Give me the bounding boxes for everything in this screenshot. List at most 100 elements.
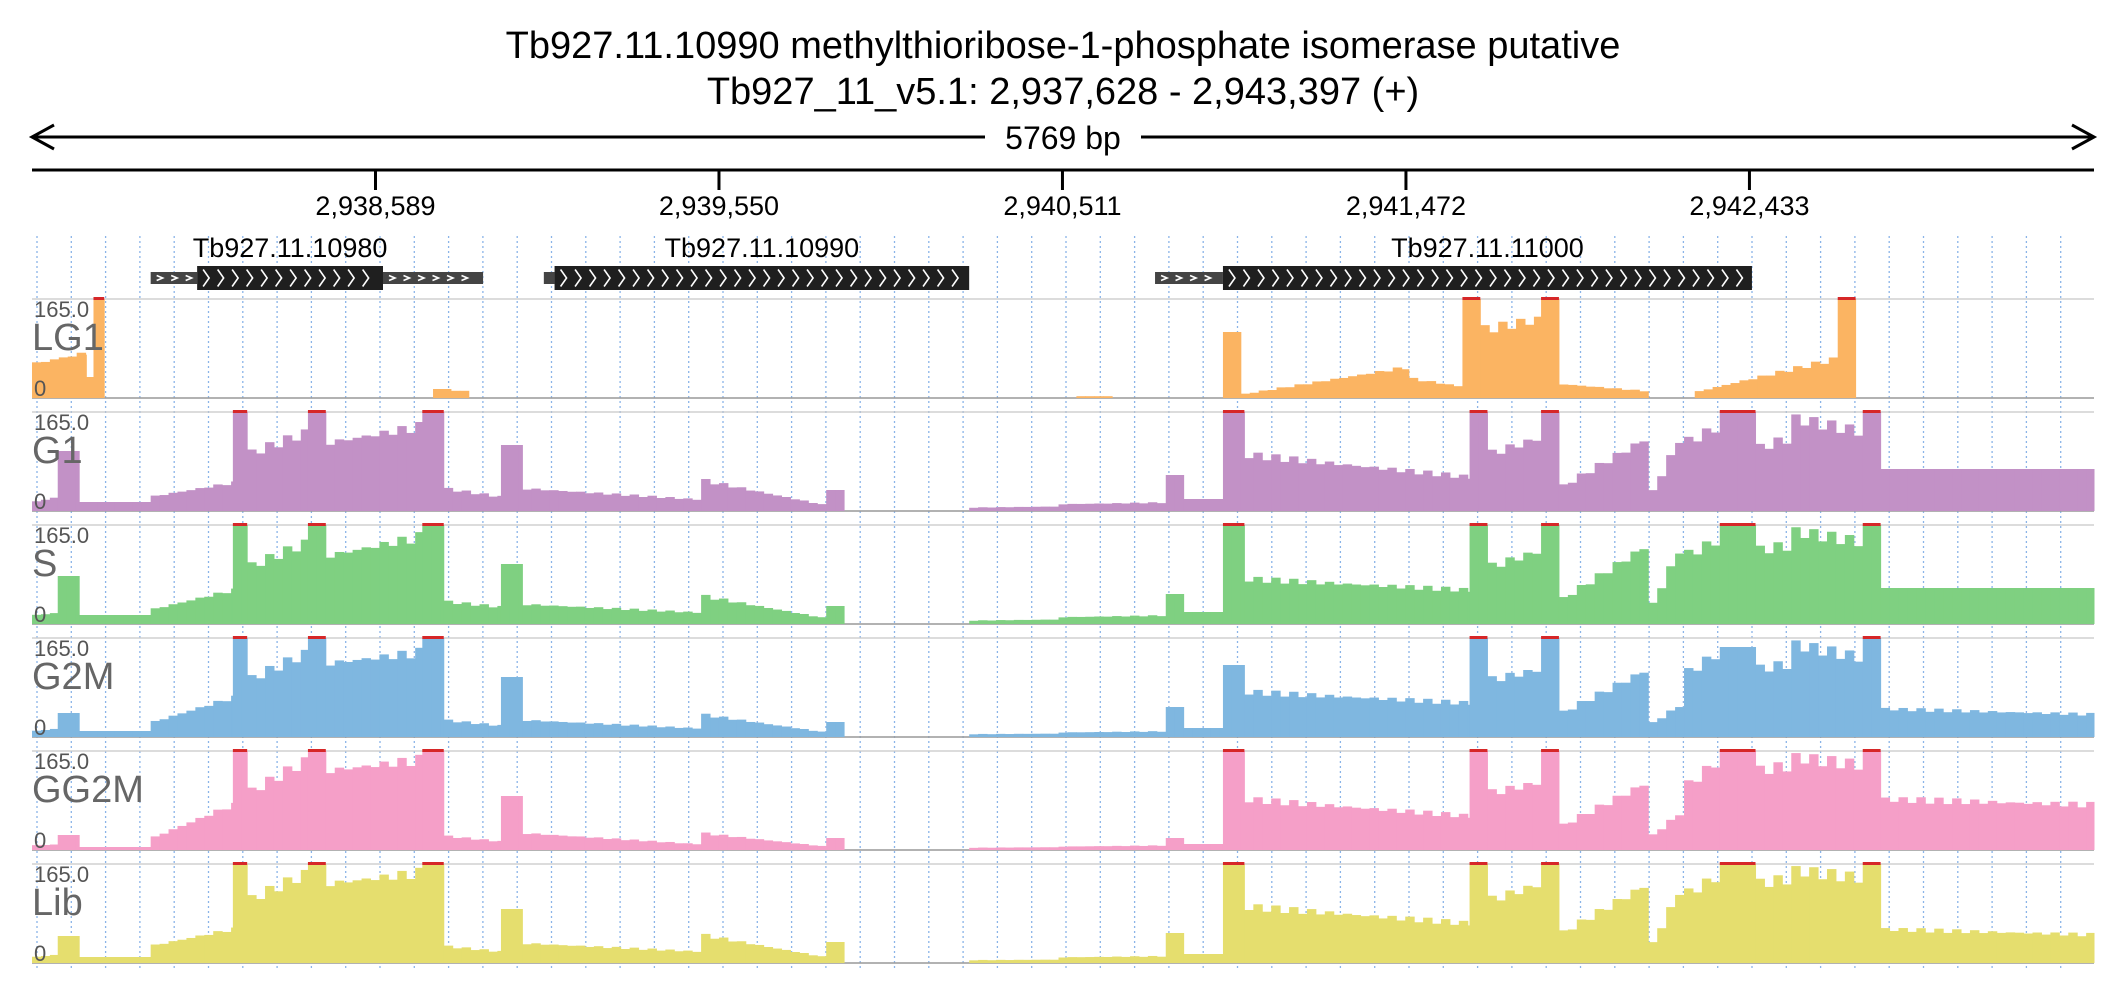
coverage-bar (647, 609, 657, 624)
coverage-bar (1085, 503, 1095, 511)
strand-arrow (1706, 269, 1715, 287)
gene-label[interactable]: Tb927.11.10980 (193, 233, 388, 263)
coverage-bar (256, 898, 266, 963)
coverage-bar (57, 713, 68, 737)
coverage-bar (1835, 544, 1846, 624)
coverage-bar (1719, 525, 1730, 624)
coverage-bar (1827, 756, 1837, 850)
coverage-bar (159, 833, 170, 850)
coverage-bar (1719, 751, 1730, 850)
coverage-bar (105, 957, 116, 963)
coverage-bar (683, 727, 693, 737)
coverage-bar (1103, 732, 1113, 737)
coverage-bar (2086, 932, 2095, 963)
coverage-bar (93, 299, 103, 398)
coverage-bar (1746, 525, 1757, 624)
coverage-bar (40, 956, 51, 963)
coverage-bar (602, 609, 613, 624)
coverage-bar (1737, 525, 1748, 624)
coverage-bar (1791, 640, 1801, 737)
coverage-bar (522, 944, 532, 963)
strand-arrow (922, 269, 931, 287)
coverage-bar (1612, 682, 1622, 737)
coverage-bar (1837, 299, 1848, 398)
coverage-bar (97, 731, 107, 737)
coverage-bar (647, 948, 657, 963)
coverage-bar (1315, 697, 1326, 737)
coverage-bar (443, 719, 454, 737)
clip-marker (1719, 862, 1756, 865)
coverage-bar (1342, 464, 1353, 511)
coverage-bar (2077, 469, 2087, 511)
coverage-bar (1594, 573, 1605, 624)
coverage-bar (1862, 638, 1873, 737)
coverage-bar (1800, 651, 1810, 737)
coverage-bar (1755, 765, 1765, 850)
coverage-bar (593, 837, 604, 850)
gene-label[interactable]: Tb927.11.10990 (665, 233, 860, 263)
gene-utr (1155, 272, 1223, 284)
coverage-bar (1183, 499, 1194, 511)
coverage-bar (1514, 894, 1524, 963)
coverage-bar (2068, 469, 2078, 511)
coverage-bar (431, 864, 441, 963)
coverage-bar (567, 491, 577, 511)
coverage-bar (1094, 616, 1104, 624)
coverage-bar (1333, 584, 1344, 624)
coverage-bar (549, 721, 559, 737)
coverage-bar (1871, 525, 1882, 624)
coverage-bar (1449, 704, 1460, 737)
coverage-bar (1306, 693, 1317, 737)
strand-arrow (1416, 269, 1425, 287)
coverage-bar (2032, 802, 2042, 850)
coverage-bar (1049, 959, 1060, 963)
coverage-bar (2032, 588, 2042, 624)
coverage-bar (488, 951, 498, 963)
coverage-bar (1692, 781, 1703, 850)
coverage-bar (1365, 373, 1376, 398)
coverage-bar (441, 389, 452, 398)
coverage-bar (656, 950, 666, 963)
gene-label[interactable]: Tb927.11.11000 (1391, 233, 1584, 263)
coverage-bar (1396, 812, 1406, 850)
coverage-bar (1405, 916, 1415, 963)
coverage-bar (1458, 474, 1469, 511)
coverage-bar (1952, 929, 1962, 963)
coverage-bar (461, 721, 472, 737)
coverage-bar (1684, 888, 1694, 963)
coverage-bar (1594, 908, 1605, 963)
coverage-bar (343, 769, 354, 850)
coverage-bar (132, 847, 143, 850)
coverage-bar (2014, 588, 2025, 624)
coverage-bar (1701, 541, 1712, 624)
coverage-bar (461, 490, 472, 511)
coverage-bar (593, 946, 604, 963)
strand-arrow (417, 274, 427, 282)
coverage-bar (2005, 802, 2016, 850)
coverage-bar (1969, 588, 1980, 624)
coverage-bar (1739, 380, 1749, 398)
coverage-bar (204, 596, 214, 624)
coverage-bar (1934, 797, 1944, 850)
coverage-bar (452, 948, 463, 963)
coverage-bar (1603, 463, 1614, 511)
coverage-bar (1800, 876, 1810, 963)
coverage-bar (452, 722, 463, 737)
coverage-bar (2041, 934, 2051, 963)
coverage-bar (611, 946, 622, 963)
coverage-bar (1684, 549, 1694, 624)
coverage-bar (518, 796, 523, 850)
coverage-bar (1853, 769, 1864, 850)
coverage-bar (1049, 506, 1060, 511)
coverage-bar (1356, 374, 1367, 398)
coverage-bar (1925, 588, 1935, 624)
coverage-bar (1496, 900, 1506, 963)
clip-marker (1862, 410, 1881, 413)
coverage-bar (361, 435, 371, 511)
coverage-bar (2032, 712, 2042, 737)
strand-arrow (806, 269, 815, 287)
coverage-bar (558, 490, 568, 511)
coverage-bar (1271, 577, 1281, 624)
coverage-bar (1978, 803, 1989, 850)
span-arrow-right-head (2071, 123, 2098, 151)
